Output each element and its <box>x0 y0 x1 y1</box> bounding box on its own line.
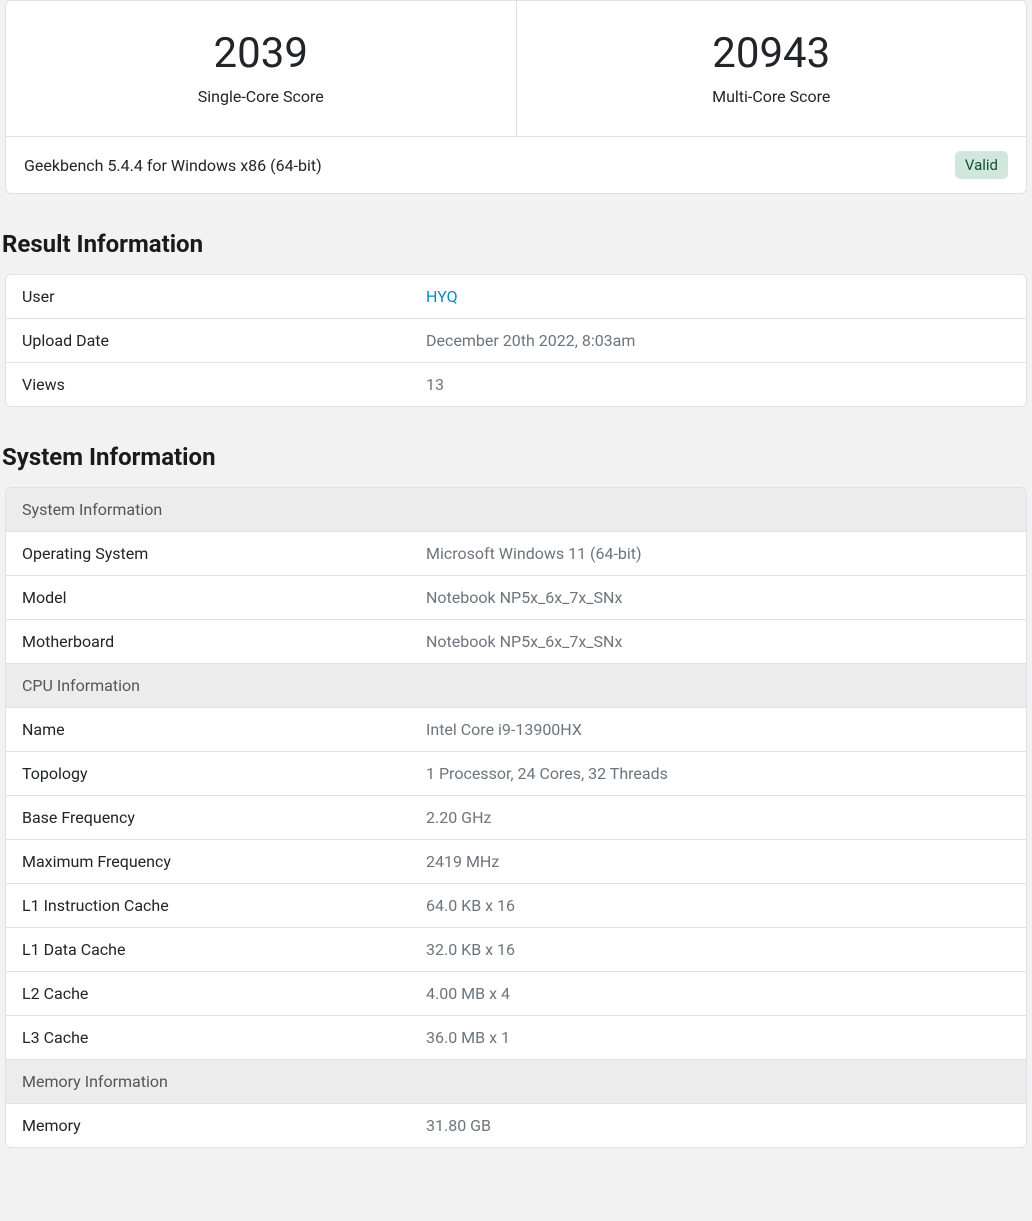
result-row-views: Views 13 <box>6 363 1026 406</box>
cpu-row-name: Name Intel Core i9-13900HX <box>6 708 1026 752</box>
cpu-key-l1i: L1 Instruction Cache <box>6 884 418 927</box>
cpu-val-l1i: 64.0 KB x 16 <box>418 884 1026 927</box>
valid-badge: Valid <box>955 151 1008 179</box>
cpu-key-name: Name <box>6 708 418 751</box>
cpu-key-l1d: L1 Data Cache <box>6 928 418 971</box>
cpu-key-base: Base Frequency <box>6 796 418 839</box>
system-header-sys-label: System Information <box>6 488 418 531</box>
result-key-upload: Upload Date <box>6 319 418 362</box>
multi-core-value: 20943 <box>537 29 1007 79</box>
result-val-views: 13 <box>418 363 1026 406</box>
version-row: Geekbench 5.4.4 for Windows x86 (64-bit)… <box>6 136 1026 193</box>
cpu-key-l2: L2 Cache <box>6 972 418 1015</box>
cpu-val-l3: 36.0 MB x 1 <box>418 1016 1026 1059</box>
system-header-mem-label: Memory Information <box>6 1060 418 1103</box>
mem-key-mem: Memory <box>6 1104 418 1147</box>
cpu-row-base: Base Frequency 2.20 GHz <box>6 796 1026 840</box>
cpu-row-l2: L2 Cache 4.00 MB x 4 <box>6 972 1026 1016</box>
system-header-cpu-label: CPU Information <box>6 664 418 707</box>
version-text: Geekbench 5.4.4 for Windows x86 (64-bit) <box>24 156 322 175</box>
cpu-val-l2: 4.00 MB x 4 <box>418 972 1026 1015</box>
result-val-user[interactable]: HYQ <box>418 275 1026 318</box>
cpu-val-base: 2.20 GHz <box>418 796 1026 839</box>
system-row-mb: Motherboard Notebook NP5x_6x_7x_SNx <box>6 620 1026 664</box>
result-val-upload: December 20th 2022, 8:03am <box>418 319 1026 362</box>
result-key-user: User <box>6 275 418 318</box>
system-key-os: Operating System <box>6 532 418 575</box>
system-info-table: System Information Operating System Micr… <box>5 487 1027 1148</box>
mem-val-mem: 31.80 GB <box>418 1104 1026 1147</box>
cpu-row-max: Maximum Frequency 2419 MHz <box>6 840 1026 884</box>
system-row-os: Operating System Microsoft Windows 11 (6… <box>6 532 1026 576</box>
multi-core-label: Multi-Core Score <box>537 87 1007 106</box>
system-val-os: Microsoft Windows 11 (64-bit) <box>418 532 1026 575</box>
multi-core-cell: 20943 Multi-Core Score <box>517 1 1027 136</box>
score-row: 2039 Single-Core Score 20943 Multi-Core … <box>6 1 1026 136</box>
single-core-label: Single-Core Score <box>26 87 496 106</box>
cpu-row-l1i: L1 Instruction Cache 64.0 KB x 16 <box>6 884 1026 928</box>
single-core-cell: 2039 Single-Core Score <box>6 1 517 136</box>
system-val-model: Notebook NP5x_6x_7x_SNx <box>418 576 1026 619</box>
mem-row-mem: Memory 31.80 GB <box>6 1104 1026 1147</box>
single-core-value: 2039 <box>26 29 496 79</box>
system-info-title: System Information <box>2 443 1032 471</box>
score-card: 2039 Single-Core Score 20943 Multi-Core … <box>5 0 1027 194</box>
cpu-row-l1d: L1 Data Cache 32.0 KB x 16 <box>6 928 1026 972</box>
result-row-upload: Upload Date December 20th 2022, 8:03am <box>6 319 1026 363</box>
system-key-model: Model <box>6 576 418 619</box>
result-info-table: User HYQ Upload Date December 20th 2022,… <box>5 274 1027 407</box>
cpu-key-max: Maximum Frequency <box>6 840 418 883</box>
system-row-model: Model Notebook NP5x_6x_7x_SNx <box>6 576 1026 620</box>
cpu-val-max: 2419 MHz <box>418 840 1026 883</box>
system-header-mem: Memory Information <box>6 1060 1026 1104</box>
cpu-val-topo: 1 Processor, 24 Cores, 32 Threads <box>418 752 1026 795</box>
cpu-key-l3: L3 Cache <box>6 1016 418 1059</box>
cpu-row-topo: Topology 1 Processor, 24 Cores, 32 Threa… <box>6 752 1026 796</box>
system-key-mb: Motherboard <box>6 620 418 663</box>
result-row-user: User HYQ <box>6 275 1026 319</box>
result-key-views: Views <box>6 363 418 406</box>
system-header-cpu: CPU Information <box>6 664 1026 708</box>
cpu-key-topo: Topology <box>6 752 418 795</box>
cpu-row-l3: L3 Cache 36.0 MB x 1 <box>6 1016 1026 1060</box>
system-val-mb: Notebook NP5x_6x_7x_SNx <box>418 620 1026 663</box>
cpu-val-l1d: 32.0 KB x 16 <box>418 928 1026 971</box>
cpu-val-name: Intel Core i9-13900HX <box>418 708 1026 751</box>
system-header-sys: System Information <box>6 488 1026 532</box>
result-info-title: Result Information <box>2 230 1032 258</box>
